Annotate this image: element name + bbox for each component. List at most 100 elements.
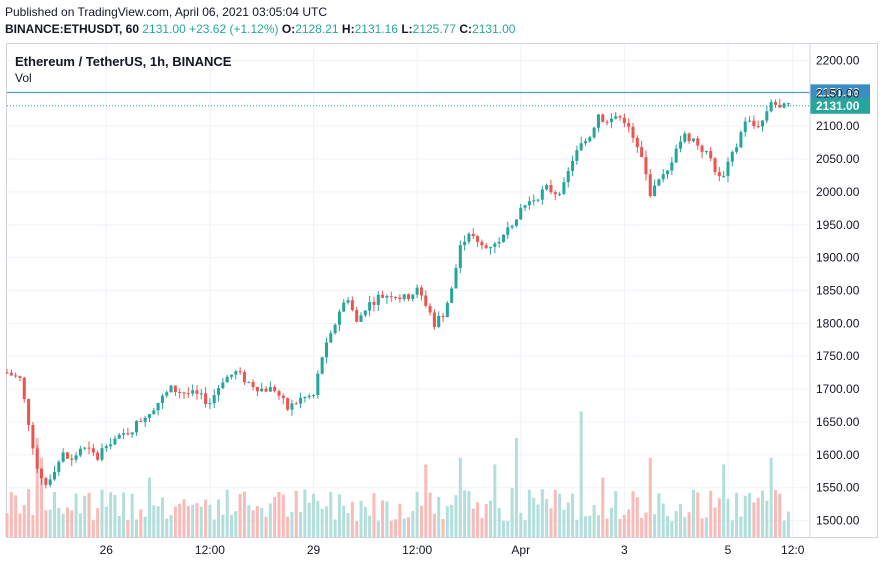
- volume-bar: [27, 489, 31, 537]
- candle-body: [273, 386, 277, 392]
- candle-body: [320, 357, 324, 374]
- candle-body: [372, 302, 376, 305]
- candle-body: [299, 397, 303, 404]
- candle-body: [57, 461, 61, 472]
- candle-body: [441, 315, 445, 318]
- volume-bar: [571, 493, 575, 537]
- price-tick-label: 1950.00: [816, 218, 860, 232]
- volume-bar: [614, 491, 618, 537]
- candle-body: [411, 294, 415, 300]
- volume-bar: [109, 492, 113, 537]
- volume-bar: [135, 519, 139, 537]
- volume-bar: [653, 514, 657, 537]
- candle-body: [247, 381, 251, 383]
- candle-body: [355, 310, 359, 322]
- volume-bar: [169, 515, 173, 537]
- volume-bar: [381, 500, 385, 537]
- time-axis[interactable]: 26 12:00 29 12:00 Apr 3 5 12:0: [100, 543, 805, 557]
- high-price-tag-label: 2151.46: [816, 85, 860, 99]
- volume-bar: [536, 504, 540, 537]
- volume-bar: [596, 515, 600, 537]
- candle-body: [437, 315, 441, 327]
- published-caption: Published on TradingView.com, April 06, …: [5, 5, 327, 19]
- price-tick-label: 1800.00: [816, 316, 860, 330]
- candle-body: [255, 387, 259, 392]
- volume-bar: [65, 507, 69, 537]
- volume-bar: [661, 503, 665, 537]
- volume-bar: [74, 493, 78, 537]
- volume-bar: [165, 518, 169, 537]
- chart-legend-title: Ethereum / TetherUS, 1h, BINANCE: [15, 54, 232, 69]
- price-axis[interactable]: 1500.00 1550.00 1600.00 1650.00 1700.00 1750.…: [809, 44, 860, 537]
- volume-bar: [527, 489, 531, 537]
- price-tick-label: 1550.00: [816, 481, 860, 495]
- volume-bar: [139, 509, 143, 537]
- volume-bar: [756, 497, 760, 537]
- candle-body: [756, 126, 760, 128]
- last-price-tag: [810, 97, 870, 114]
- volume-bar: [549, 508, 553, 537]
- volume-bar: [510, 488, 514, 537]
- candle-body: [70, 458, 74, 460]
- volume-bar: [299, 512, 303, 537]
- volume-bar: [441, 518, 445, 537]
- volume-bar: [324, 506, 328, 537]
- volume-bar: [752, 502, 756, 537]
- candle-body: [609, 118, 613, 123]
- volume-bar: [255, 506, 259, 537]
- candle-body: [635, 137, 639, 148]
- candle-body: [312, 395, 316, 397]
- volume-bar: [670, 521, 674, 537]
- last-price-tag-label: 2131.00: [816, 99, 860, 113]
- volume-bar: [307, 502, 311, 537]
- candle-body: [704, 151, 708, 153]
- volume-bar: [57, 507, 61, 537]
- candle-body: [415, 287, 419, 295]
- volume-bar: [225, 489, 229, 537]
- volume-bar: [666, 515, 670, 537]
- candle-body: [394, 297, 398, 299]
- volume-bar: [147, 477, 151, 537]
- volume-bar: [735, 492, 739, 537]
- volume-bar: [52, 491, 57, 537]
- volume-bar: [286, 516, 290, 537]
- candle-body: [480, 241, 484, 246]
- volume-bar: [363, 506, 367, 537]
- volume-bar: [204, 499, 208, 537]
- candle-body: [786, 103, 790, 105]
- candle-body: [592, 127, 596, 138]
- candle-body: [212, 395, 216, 404]
- volume-bar: [342, 505, 346, 537]
- candle-body: [743, 121, 747, 133]
- candle-body: [225, 376, 229, 383]
- volume-bar: [78, 513, 82, 537]
- candle-body: [91, 448, 95, 453]
- volume-bar: [687, 512, 691, 537]
- candle-body: [458, 245, 462, 269]
- candle-body: [350, 300, 354, 311]
- candle-body: [208, 403, 212, 405]
- volume-bar: [709, 490, 713, 537]
- candle-body: [40, 468, 44, 479]
- volume-bars: [5, 411, 790, 537]
- candle-body: [5, 372, 9, 374]
- candle-body: [152, 410, 156, 415]
- candle-body: [173, 385, 177, 392]
- candle-body: [674, 148, 678, 163]
- volume-bar: [234, 511, 238, 537]
- candle-body: [217, 388, 221, 396]
- candle-body: [618, 116, 622, 118]
- volume-bar: [588, 515, 592, 537]
- volume-bar: [583, 516, 588, 537]
- candle-body: [324, 342, 328, 358]
- candle-body: [199, 393, 203, 395]
- volume-bar: [104, 506, 108, 537]
- chart-frame: [6, 43, 878, 538]
- candle-body: [644, 157, 648, 175]
- volume-bar: [769, 457, 773, 537]
- candle-body: [109, 444, 113, 447]
- candle-body: [506, 227, 510, 235]
- candle-body: [143, 417, 147, 422]
- price-tick-label: 2000.00: [816, 185, 860, 199]
